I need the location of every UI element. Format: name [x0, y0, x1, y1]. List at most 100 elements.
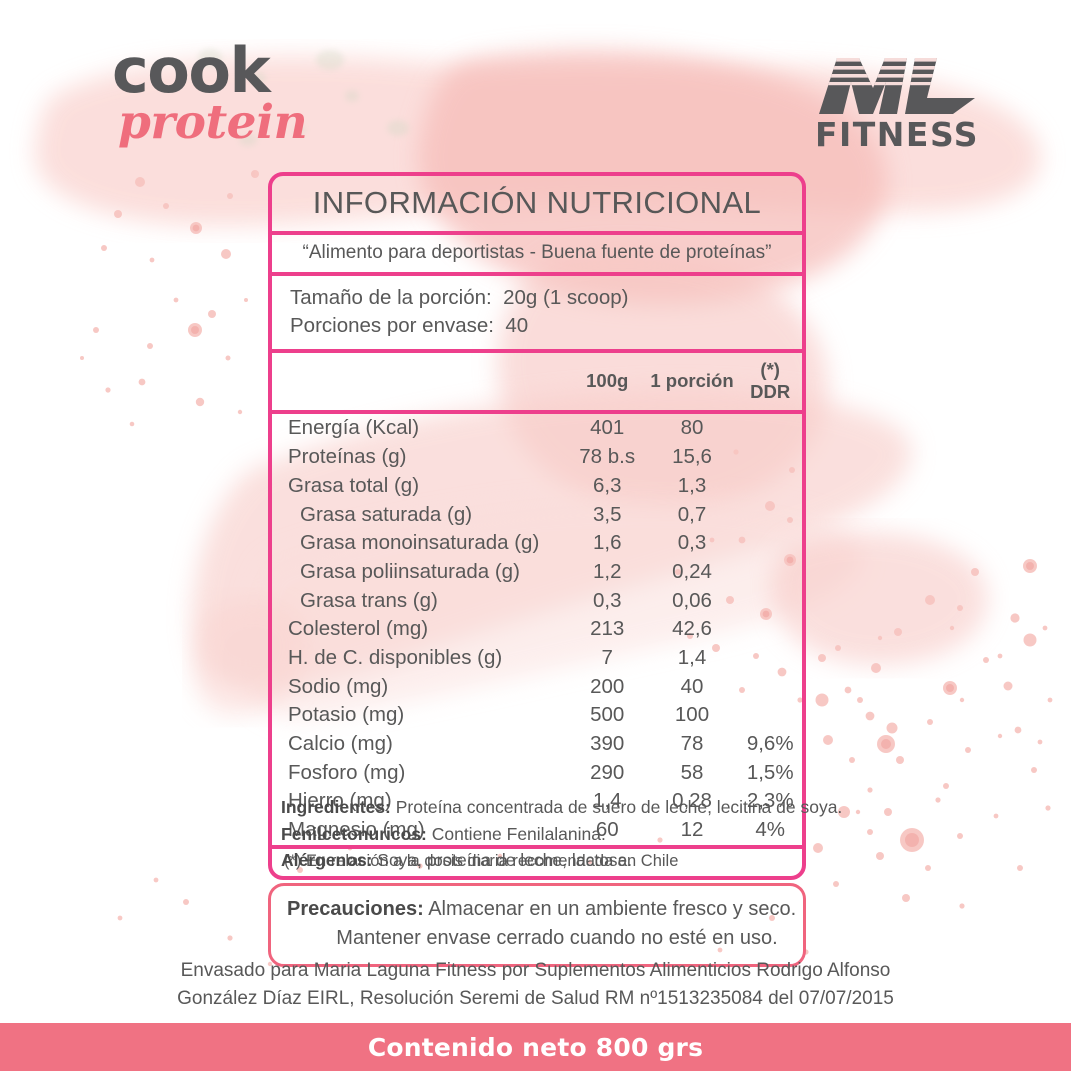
nutrient-name: Grasa monoinsaturada (g) [300, 531, 540, 555]
nutrient-value-ddr [738, 615, 802, 644]
nutrient-value-100g: 500 [590, 703, 625, 727]
nutrition-row: Colesterol (mg) 213 42,6 [272, 615, 802, 644]
nutrient-name: Energía (Kcal) [288, 416, 420, 440]
nutrient-value-portion: 0,06 [672, 588, 712, 612]
nutrient-value-portion: 12 [680, 818, 704, 842]
nutrient-value-portion: 100 [674, 703, 710, 727]
ingredients-label: Ingredientes: [281, 797, 391, 817]
nutrient-value-ddr [738, 529, 802, 558]
nutrition-row: Hierro (mg) 1,4 0,28 2,3% [272, 787, 802, 816]
nutrition-row: Energía (Kcal) 401 80 [272, 412, 802, 443]
nutrition-table-header-row: 100g 1 porción (*) DDR [272, 353, 802, 413]
nutrient-value-portion: 80 [680, 416, 704, 440]
precautions-text-1: Almacenar en un ambiente fresco y seco. [423, 898, 797, 920]
nutrient-value-ddr [738, 586, 802, 615]
nutrient-value-portion: 58 [680, 760, 704, 784]
nutrient-value-100g: 1,2 [592, 559, 622, 583]
ddr-footnote: (*) En relación a la dosis diaria recome… [272, 844, 802, 876]
nutrient-value-ddr [738, 412, 802, 443]
panel-title: INFORMACIÓN NUTRICIONAL [272, 176, 802, 235]
column-header-ddr: (*) DDR [750, 359, 791, 403]
nutrient-value-ddr [738, 443, 802, 472]
nutrition-row: Grasa trans (g) 0,3 0,06 [272, 586, 802, 615]
nutrient-name: Proteínas (g) [288, 445, 407, 469]
nutrient-value-100g: 200 [590, 674, 625, 698]
ml-fitness-logo: FITNESS [793, 52, 979, 151]
packer-information: Envasado para Maria Laguna Fitness por S… [0, 957, 1071, 1013]
brand-name-protein: protein [118, 94, 308, 150]
nutrient-name: Calcio (mg) [288, 732, 393, 755]
nutrient-value-ddr: 4% [755, 818, 786, 842]
nutrient-value-100g: 60 [595, 818, 619, 842]
nutrient-value-ddr [738, 472, 802, 501]
brand-logo: cook protein [112, 34, 308, 150]
brand-name-cook: cook [112, 34, 271, 107]
label-header: cook protein [0, 0, 1071, 170]
nutrient-value-portion: 0,7 [677, 502, 707, 526]
nutrient-value-ddr: 1,5% [746, 760, 794, 784]
nutrient-name: Colesterol (mg) [288, 617, 429, 641]
nutrient-value-100g: 6,3 [592, 473, 622, 497]
nutrition-row: Potasio (mg) 500 100 [272, 701, 802, 730]
phenylketonurics-label: Fenilcetonuricos: [281, 823, 427, 844]
packer-line-2: González Díaz EIRL, Resolución Seremi de… [177, 988, 894, 1010]
nutrition-row: Calcio (mg) 390 78 9,6% [272, 730, 802, 759]
net-content-banner: Contenido neto 800 grs [0, 1023, 1071, 1071]
column-header-nutrient [272, 353, 569, 412]
nutrient-name: Fosforo (mg) [288, 760, 406, 784]
serving-information: Tamaño de la porción: 20g (1 scoop) Porc… [272, 276, 802, 354]
nutrient-name: Grasa trans (g) [300, 588, 438, 612]
panel-claim: “Alimento para deportistas - Buena fuent… [272, 235, 802, 276]
nutrition-row: Grasa saturada (g) 3,5 0,7 [272, 500, 802, 529]
nutrient-value-portion: 1,4 [677, 645, 707, 669]
nutrition-facts-panel: INFORMACIÓN NUTRICIONAL “Alimento para d… [268, 172, 806, 880]
allergens-value: Soya, proteína de leche, lactosa. [372, 850, 633, 871]
nutrient-name: Grasa total (g) [288, 473, 420, 497]
nutrition-row: Grasa total (g) 6,3 1,3 [272, 472, 802, 501]
precautions-label: Precauciones: [287, 898, 424, 920]
nutrient-value-portion: 0,3 [677, 531, 707, 555]
nutrient-name: Potasio (mg) [288, 703, 405, 727]
nutrition-row: Proteínas (g) 78 b.s 15,6 [272, 443, 802, 472]
allergens-label: Alérgenos: [281, 850, 373, 871]
nutrient-value-ddr: 9,6% [746, 732, 794, 755]
nutrition-row: Grasa poliinsaturada (g) 1,2 0,24 [272, 558, 802, 587]
nutrition-table: 100g 1 porción (*) DDR Energía (Kcal) 401… [272, 353, 802, 844]
precautions-box: Precauciones: Almacenar en un ambiente f… [268, 883, 806, 967]
ingredients-section: Ingredientes: Proteína concentrada de su… [281, 794, 941, 874]
nutrient-name: Sodio (mg) [288, 674, 389, 698]
nutrient-value-portion: 42,6 [672, 617, 712, 641]
nutrient-name: Grasa saturada (g) [300, 502, 473, 526]
ingredients-value: Proteína concentrada de suero de leche, … [390, 797, 843, 817]
ml-fitness-wordmark: FITNESS [814, 115, 979, 154]
nutrient-name: H. de C. disponibles (g) [288, 645, 503, 669]
nutrient-value-portion: 78 [680, 732, 704, 755]
nutrient-value-100g: 290 [590, 760, 625, 784]
nutrient-value-portion: 40 [680, 674, 704, 698]
phenylketonurics-value: Contiene Fenilalanina. [426, 823, 606, 844]
nutrition-row: H. de C. disponibles (g) 7 1,4 [272, 644, 802, 673]
precautions-line-2: Mantener envase cerrado cuando no esté e… [336, 927, 778, 949]
nutrition-row: Sodio (mg) 200 40 [272, 673, 802, 702]
serving-size: Tamaño de la porción: 20g (1 scoop) [290, 286, 629, 309]
nutrient-name: Grasa poliinsaturada (g) [300, 559, 520, 583]
nutrient-value-100g: 401 [590, 416, 625, 440]
nutrient-value-100g: 1,4 [592, 789, 622, 813]
nutrient-value-100g: 390 [590, 732, 625, 755]
nutrient-value-100g: 3,5 [592, 502, 622, 526]
nutrient-value-100g: 1,6 [592, 531, 622, 555]
packer-line-1: Envasado para Maria Laguna Fitness por S… [180, 960, 891, 981]
nutrition-table-body: Energía (Kcal) 401 80 Proteínas (g) 78 b.s 15… [272, 412, 802, 844]
nutrient-name: Magnesio (mg) [288, 818, 425, 842]
column-header-portion: 1 porción [650, 370, 734, 392]
nutrient-value-ddr [738, 673, 802, 702]
nutrition-row: Grasa monoinsaturada (g) 1,6 0,3 [272, 529, 802, 558]
nutrient-value-ddr [738, 701, 802, 730]
phenylketonurics-line: Fenilcetonuricos: Contiene Fenilalanina. [281, 821, 941, 848]
ingredients-line: Ingredientes: Proteína concentrada de su… [281, 794, 941, 821]
servings-per-container: Porciones por envase: 40 [290, 313, 529, 337]
nutrition-table-head: 100g 1 porción (*) DDR [272, 353, 802, 413]
column-header-100g: 100g [586, 370, 629, 392]
nutrition-row: Fosforo (mg) 290 58 1,5% [272, 759, 802, 788]
